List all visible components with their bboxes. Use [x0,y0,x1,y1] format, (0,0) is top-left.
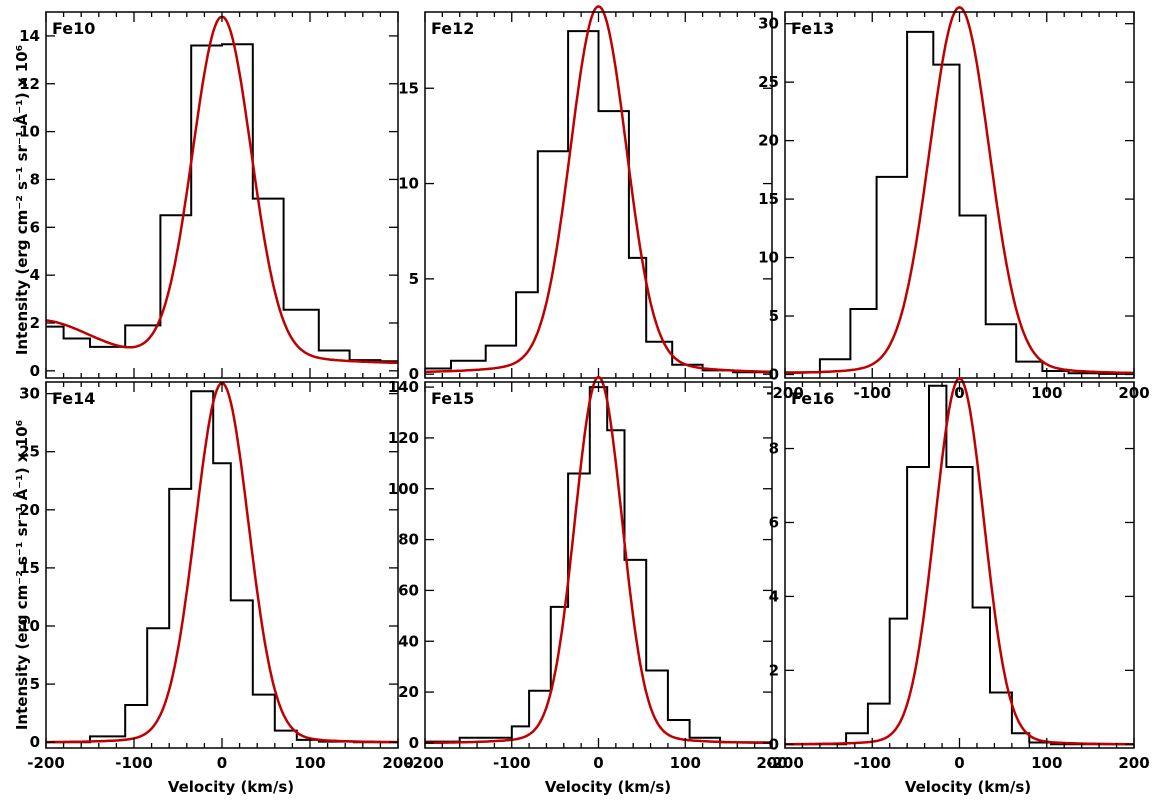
x-tick-label: 100 [1031,384,1062,402]
fit-curve [46,381,398,744]
x-tick-label: -100 [493,754,531,772]
fit-curve [424,4,773,374]
x-tick-label: 0 [954,754,964,772]
y-tick-label: 4 [30,266,40,284]
y-tick-label: 30 [758,15,779,33]
panel-title: Fe10 [52,19,95,38]
histogram-line [425,386,772,744]
fit-curve [785,376,1134,746]
plot-frame [784,381,1135,749]
y-tick-label: 6 [769,513,779,531]
panel-title: Fe13 [791,19,834,38]
x-tick-label: 100 [294,754,325,772]
x-tick-label: 200 [756,754,787,772]
y-tick-label: 5 [769,307,779,325]
histogram-line [785,30,1134,375]
y-tick-label: 0 [769,365,779,383]
x-tick-label: 100 [670,754,701,772]
plot-frame [45,11,399,379]
x-axis-title-1: Velocity (km/s) [168,778,294,796]
y-tick-label: 0 [30,733,40,751]
panel-title: Fe14 [52,389,95,408]
y-tick-label: 12 [19,75,40,93]
y-tick-label: 100 [388,480,419,498]
x-tick-label: 200 [1118,754,1149,772]
y-tick-label: 140 [388,378,419,396]
y-tick-label: 10 [758,249,779,267]
y-tick-label: 6 [30,218,40,236]
histogram-line [425,30,772,374]
x-tick-label: -200 [27,754,65,772]
y-tick-label: 5 [30,675,40,693]
x-tick-label: -100 [115,754,153,772]
y-tick-label: 8 [30,170,40,188]
histogram-line [46,43,398,363]
x-tick-label: -100 [853,754,891,772]
y-tick-label: 8 [769,440,779,458]
x-axis-title-3: Velocity (km/s) [905,778,1031,796]
y-tick-label: 0 [409,365,419,383]
x-tick-label: -200 [406,754,444,772]
y-tick-label: 2 [30,314,40,332]
y-tick-label: 0 [30,362,40,380]
panel-title: Fe15 [431,389,474,408]
y-axis-title-top: Intensity (erg cm⁻² s⁻¹ sr⁻¹ Å⁻¹) x 10⁶ [12,45,31,355]
y-tick-label: 40 [398,632,419,650]
panel-fe16: 0 2 4 6 8 -200 -100 0 100 200 Fe16 [766,376,1150,772]
y-tick-label: 30 [19,385,40,403]
y-tick-label: 2 [769,661,779,679]
y-tick-label: 15 [758,190,779,208]
plot-frame [45,381,399,749]
histogram-line [785,384,1134,746]
y-tick-label: 10 [19,123,40,141]
x-tick-label: -200 [766,754,804,772]
y-tick-label: 14 [19,27,40,45]
y-axis-title-bottom: Intensity (erg cm⁻² s⁻¹ sr⁻¹ Å⁻¹) x 10⁶ [12,420,31,730]
y-tick-label: 80 [398,531,419,549]
y-tick-label: 120 [388,429,419,447]
x-tick-label: 0 [217,754,227,772]
x-tick-label: 0 [954,384,964,402]
y-tick-label: 25 [19,443,40,461]
y-tick-label: 15 [398,79,419,97]
x-tick-label: 100 [1031,754,1062,772]
y-tick-label: 0 [409,734,419,752]
y-tick-label: 15 [19,559,40,577]
panel-title: Fe16 [791,389,834,408]
x-axis-title-2: Velocity (km/s) [545,778,671,796]
x-tick-label: -100 [853,384,891,402]
y-tick-label: 10 [19,617,40,635]
histogram-line [46,390,398,744]
y-tick-label: 10 [398,175,419,193]
x-tick-label: 0 [593,754,603,772]
y-tick-label: 0 [769,735,779,753]
y-tick-label: 60 [398,581,419,599]
panel-fe12: 0 5 10 15 Fe12 [398,4,773,383]
y-tick-label: 5 [409,270,419,288]
y-tick-label: 4 [769,587,779,605]
panel-title: Fe12 [431,19,474,38]
y-tick-label: 20 [19,501,40,519]
fit-curve [45,15,398,365]
plot-frame [424,381,773,749]
y-tick-label: 20 [758,132,779,150]
y-tick-label: 25 [758,73,779,91]
x-tick-label: 200 [382,754,413,772]
panel-fe14: 0 5 10 15 20 25 30 -200 -100 0 100 200 Fe14 [19,381,414,772]
fit-curve [425,375,772,745]
panel-fe10: 0 2 4 6 8 10 12 14 Fe10 [19,11,399,380]
y-tick-label: 20 [398,683,419,701]
fit-curve [785,5,1134,375]
